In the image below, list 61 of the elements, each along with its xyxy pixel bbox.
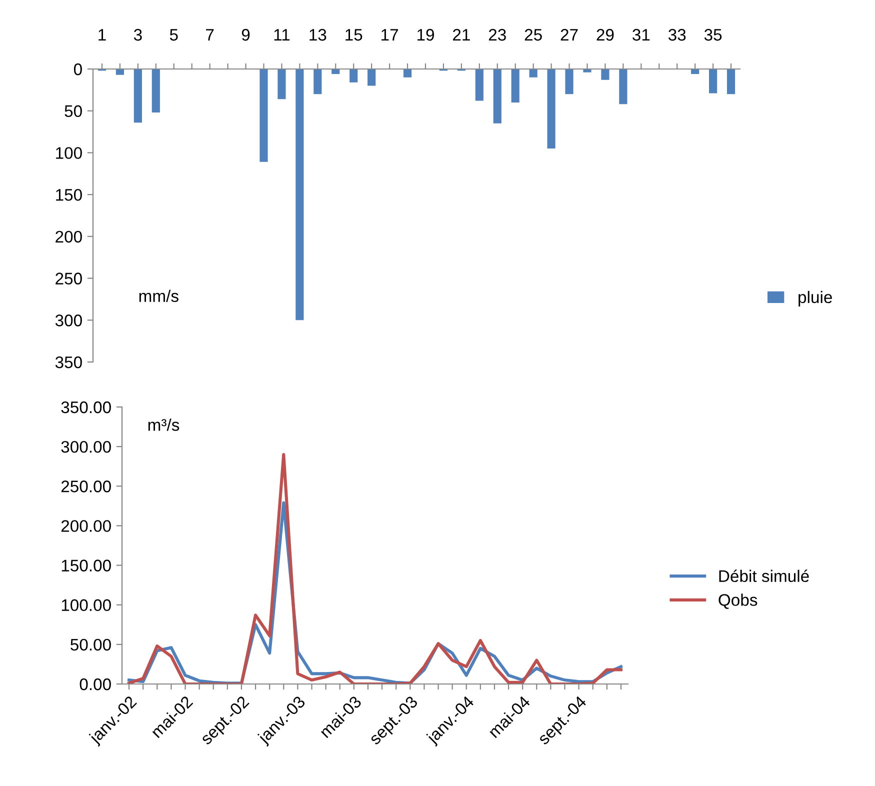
bar	[493, 69, 502, 124]
line-series	[128, 452, 622, 684]
bar	[152, 69, 160, 113]
x-tick-label: 5	[170, 29, 178, 41]
x-tick-label: 21	[453, 28, 470, 41]
bar	[511, 69, 520, 102]
x-tick-label: 25	[524, 28, 542, 41]
bar	[296, 69, 304, 320]
y-tick-label: 250	[56, 272, 82, 284]
bar	[547, 69, 556, 149]
x-tick-label: 11	[274, 29, 290, 41]
legend-label: pluie	[798, 290, 832, 306]
y-tick-label: 0	[74, 63, 82, 76]
y-tick-label: 150	[56, 188, 82, 201]
bar	[260, 69, 268, 162]
x-tick-label: 13	[310, 28, 326, 41]
bar	[619, 69, 628, 104]
y-tick-label: 50.00	[70, 638, 111, 651]
annotation: mm/s	[139, 290, 178, 302]
y-tick-label: 100.00	[62, 599, 111, 612]
x-tick-label: 29	[596, 28, 614, 41]
bar	[368, 69, 376, 86]
y-tick-label: 50	[64, 105, 82, 118]
y-tick-label: 200.00	[61, 520, 111, 532]
y-tick-label: 350.00	[61, 401, 111, 414]
y-tick-label: 250.00	[61, 480, 111, 492]
x-tick-label: 33	[668, 28, 686, 41]
bar	[529, 69, 538, 78]
bar	[350, 69, 358, 82]
bar	[134, 69, 142, 123]
x-tick-label: 23	[488, 28, 506, 41]
x-tick-label: 7	[206, 29, 214, 41]
bar	[314, 69, 322, 94]
y-tick-label: 150.00	[62, 560, 111, 572]
y-tick-label: 100	[56, 147, 82, 159]
y-tick-label: 350	[55, 356, 82, 368]
x-tick-label: 15	[346, 29, 362, 41]
x-tick-label: 9	[242, 28, 250, 41]
bar	[565, 69, 574, 94]
annotation: m³/s	[148, 418, 180, 431]
x-tick-label: 3	[134, 28, 142, 41]
x-tick-label: 17	[382, 29, 398, 41]
legend-label: Débit simulé	[719, 570, 809, 582]
bar	[709, 69, 718, 94]
bar	[583, 69, 592, 72]
bar	[116, 69, 124, 75]
bar	[403, 69, 412, 78]
y-tick-label: 0.00	[80, 678, 111, 690]
y-tick-label: 300.00	[61, 440, 111, 453]
x-tick-label: 1	[98, 29, 106, 41]
legend-label: Qobs	[718, 594, 758, 609]
bar	[475, 69, 484, 101]
bar	[726, 69, 736, 94]
x-tick-label: 35	[704, 28, 722, 41]
x-tick-label: 27	[560, 28, 578, 41]
x-tick-label: 31	[632, 28, 650, 41]
bar	[601, 69, 610, 80]
y-tick-label: 200	[56, 230, 82, 243]
x-tick-label: 19	[417, 28, 434, 41]
bar	[278, 69, 286, 100]
y-tick-label: 300	[55, 314, 82, 326]
